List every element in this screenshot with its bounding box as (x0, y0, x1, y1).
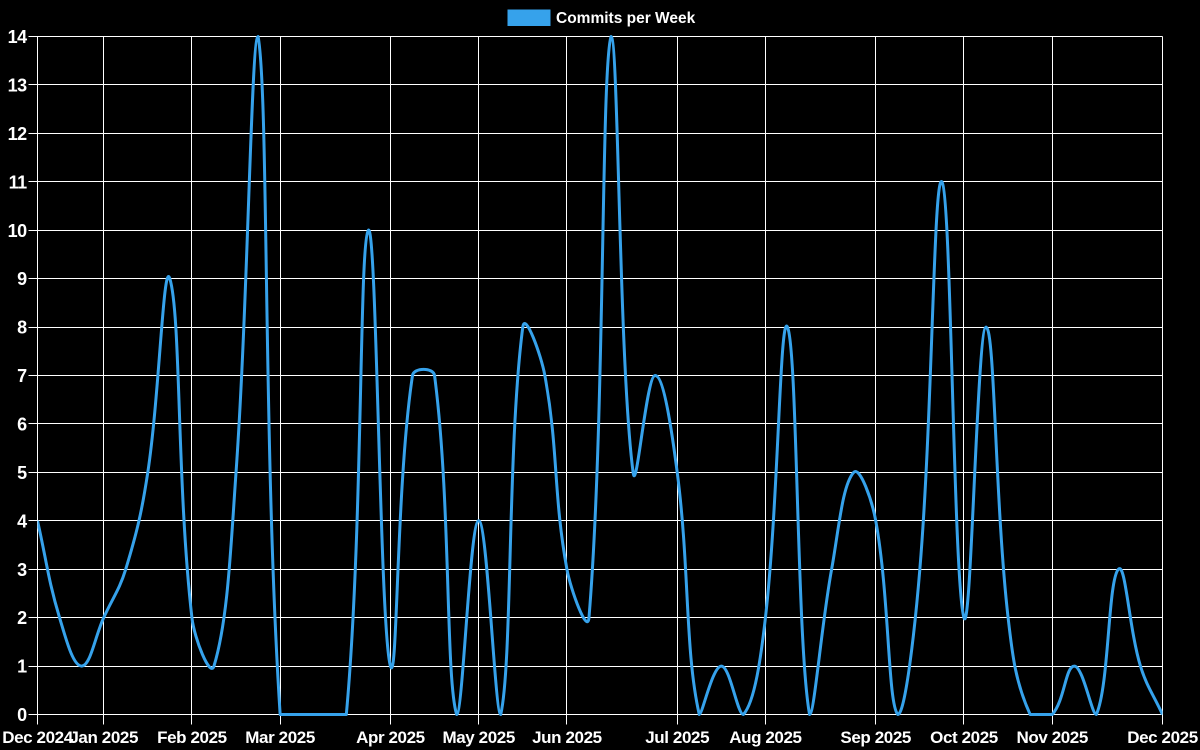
svg-text:8: 8 (17, 318, 27, 338)
svg-text:Dec 2024: Dec 2024 (2, 728, 73, 747)
svg-text:10: 10 (8, 221, 28, 241)
svg-text:11: 11 (9, 172, 28, 192)
svg-text:Nov 2025: Nov 2025 (1016, 728, 1087, 747)
svg-text:1: 1 (17, 657, 27, 677)
svg-text:6: 6 (17, 415, 27, 435)
svg-text:3: 3 (17, 560, 27, 580)
svg-text:Feb 2025: Feb 2025 (157, 728, 227, 747)
svg-text:Apr 2025: Apr 2025 (356, 728, 425, 747)
svg-text:2: 2 (17, 608, 27, 628)
svg-text:May 2025: May 2025 (442, 728, 514, 747)
svg-text:Oct 2025: Oct 2025 (930, 728, 998, 747)
svg-text:5: 5 (17, 463, 27, 483)
svg-text:9: 9 (17, 269, 27, 289)
svg-text:7: 7 (17, 366, 27, 386)
svg-text:Jan 2025: Jan 2025 (69, 728, 138, 747)
svg-text:Jun 2025: Jun 2025 (532, 728, 602, 747)
svg-text:4: 4 (17, 511, 27, 531)
svg-text:Dec 2025: Dec 2025 (1127, 728, 1198, 747)
svg-text:12: 12 (8, 124, 28, 144)
svg-text:Jul 2025: Jul 2025 (645, 728, 709, 747)
svg-text:Sep 2025: Sep 2025 (840, 728, 911, 747)
svg-text:14: 14 (8, 27, 28, 47)
svg-text:13: 13 (8, 76, 28, 96)
svg-text:0: 0 (17, 705, 27, 725)
svg-text:Aug 2025: Aug 2025 (729, 728, 801, 747)
svg-text:Mar 2025: Mar 2025 (245, 728, 315, 747)
svg-text:Commits per Week: Commits per Week (556, 10, 696, 27)
